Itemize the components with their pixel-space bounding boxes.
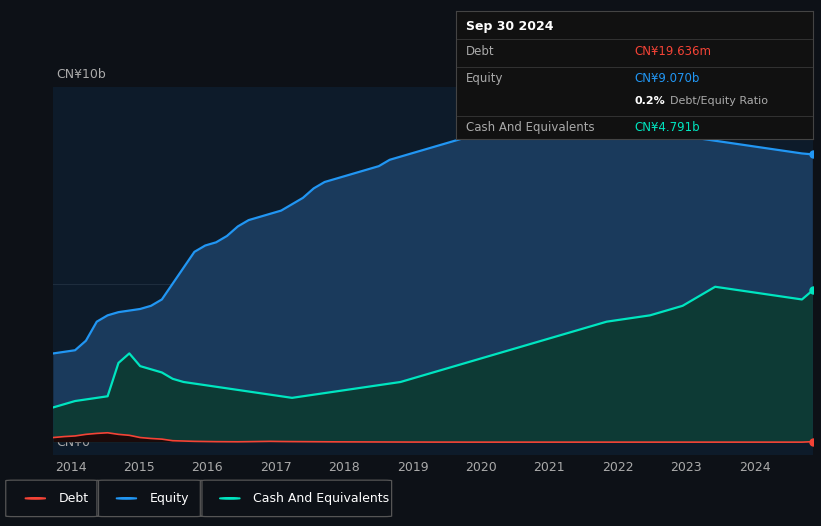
Text: CN¥9.070b: CN¥9.070b xyxy=(635,73,699,85)
Text: CN¥4.791b: CN¥4.791b xyxy=(635,122,699,134)
Circle shape xyxy=(25,498,46,499)
Text: 0.2%: 0.2% xyxy=(635,96,665,106)
Text: Debt: Debt xyxy=(58,492,89,505)
Text: Equity: Equity xyxy=(466,73,504,85)
Circle shape xyxy=(116,498,137,499)
Text: Cash And Equivalents: Cash And Equivalents xyxy=(253,492,389,505)
Text: Debt: Debt xyxy=(466,45,495,58)
Text: Sep 30 2024: Sep 30 2024 xyxy=(466,19,554,33)
Text: CN¥19.636m: CN¥19.636m xyxy=(635,45,711,58)
Text: CN¥0: CN¥0 xyxy=(57,437,90,449)
Text: Equity: Equity xyxy=(149,492,189,505)
Circle shape xyxy=(219,498,241,499)
Text: Cash And Equivalents: Cash And Equivalents xyxy=(466,122,595,134)
Text: CN¥10b: CN¥10b xyxy=(57,68,106,82)
Text: Debt/Equity Ratio: Debt/Equity Ratio xyxy=(670,96,768,106)
